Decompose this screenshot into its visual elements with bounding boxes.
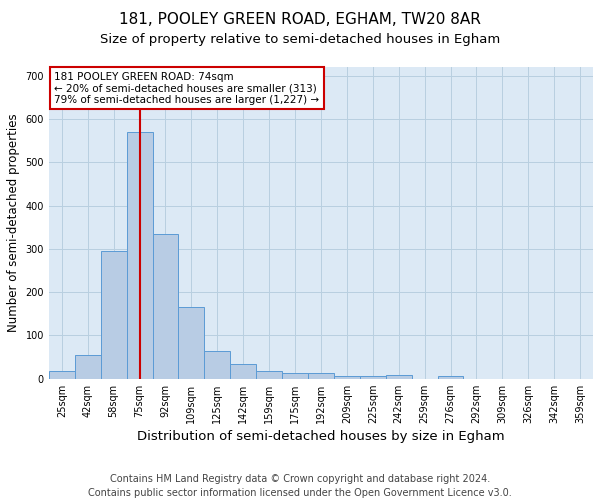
Bar xyxy=(334,376,360,379)
Bar xyxy=(178,308,205,379)
Bar xyxy=(308,372,334,379)
Bar xyxy=(205,352,230,379)
Bar xyxy=(101,251,127,379)
Bar xyxy=(127,132,152,379)
Bar xyxy=(282,372,308,379)
Text: Size of property relative to semi-detached houses in Egham: Size of property relative to semi-detach… xyxy=(100,32,500,46)
Y-axis label: Number of semi-detached properties: Number of semi-detached properties xyxy=(7,114,20,332)
Bar xyxy=(256,371,282,379)
X-axis label: Distribution of semi-detached houses by size in Egham: Distribution of semi-detached houses by … xyxy=(137,430,505,443)
Bar xyxy=(437,376,463,379)
Bar xyxy=(75,355,101,379)
Bar xyxy=(152,234,178,379)
Bar xyxy=(49,371,75,379)
Text: Contains HM Land Registry data © Crown copyright and database right 2024.
Contai: Contains HM Land Registry data © Crown c… xyxy=(88,474,512,498)
Text: 181 POOLEY GREEN ROAD: 74sqm
← 20% of semi-detached houses are smaller (313)
79%: 181 POOLEY GREEN ROAD: 74sqm ← 20% of se… xyxy=(55,72,319,105)
Bar xyxy=(360,376,386,379)
Bar xyxy=(386,376,412,379)
Text: 181, POOLEY GREEN ROAD, EGHAM, TW20 8AR: 181, POOLEY GREEN ROAD, EGHAM, TW20 8AR xyxy=(119,12,481,28)
Bar xyxy=(230,364,256,379)
